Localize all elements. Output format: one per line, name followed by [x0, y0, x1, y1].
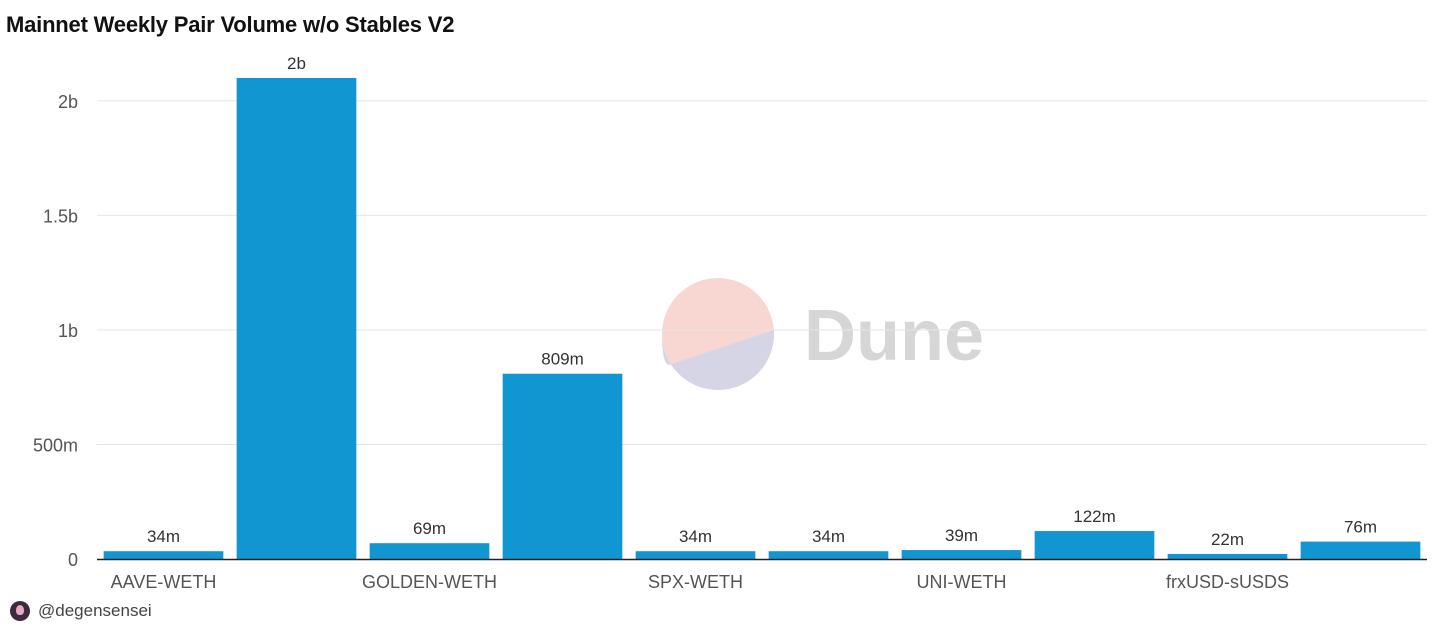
footer: @degensensei — [10, 601, 152, 621]
dune-logo-bottom — [662, 330, 774, 390]
dune-watermark-text: Dune — [804, 296, 984, 376]
y-axis: 0 500m 1b 1.5b 2b — [33, 92, 78, 570]
bar[interactable] — [502, 373, 623, 559]
data-label: 809m — [541, 350, 584, 369]
data-label: 34m — [147, 527, 180, 546]
data-labels: 34m 2b 69m 809m 34m 34m 39m 122m 22m 76m — [147, 54, 1377, 549]
x-tick-label: frxUSD-sUSDS — [1166, 572, 1289, 592]
dune-watermark: Dune — [662, 278, 984, 390]
chart-title: Mainnet Weekly Pair Volume w/o Stables V… — [6, 12, 455, 37]
bar[interactable] — [768, 551, 889, 559]
x-tick-label: SPX-WETH — [648, 572, 743, 592]
bar[interactable] — [1034, 531, 1155, 559]
bar[interactable] — [635, 551, 756, 559]
y-tick-label: 500m — [33, 435, 78, 455]
y-tick-label: 1b — [58, 321, 78, 341]
x-tick-label: GOLDEN-WETH — [362, 572, 497, 592]
data-label: 34m — [679, 527, 712, 546]
data-label: 2b — [287, 54, 306, 73]
bar[interactable] — [103, 551, 224, 559]
y-tick-label: 0 — [68, 550, 78, 570]
bar[interactable] — [1167, 553, 1288, 559]
bars — [103, 78, 1421, 559]
y-tick-label: 1.5b — [43, 206, 78, 226]
bar[interactable] — [369, 543, 490, 559]
author-handle[interactable]: @degensensei — [38, 601, 152, 620]
x-axis: AAVE-WETH GOLDEN-WETH SPX-WETH UNI-WETH frxU… — [97, 558, 1427, 592]
bar[interactable] — [901, 550, 1022, 559]
y-tick-label: 2b — [58, 92, 78, 112]
bar[interactable] — [1300, 541, 1421, 559]
x-tick-label: UNI-WETH — [917, 572, 1007, 592]
bar-chart: Dune 34m 2b 69m 809m 34m 34m 39m 122m 22m 76m 0 50… — [33, 54, 1427, 592]
avatar-icon — [10, 601, 30, 621]
data-label: 22m — [1211, 530, 1244, 549]
data-label: 34m — [812, 527, 845, 546]
x-tick-label: AAVE-WETH — [111, 572, 217, 592]
data-label: 39m — [945, 526, 978, 545]
bar[interactable] — [236, 78, 357, 559]
data-label: 76m — [1344, 518, 1377, 537]
data-label: 122m — [1073, 507, 1116, 526]
data-label: 69m — [413, 519, 446, 538]
